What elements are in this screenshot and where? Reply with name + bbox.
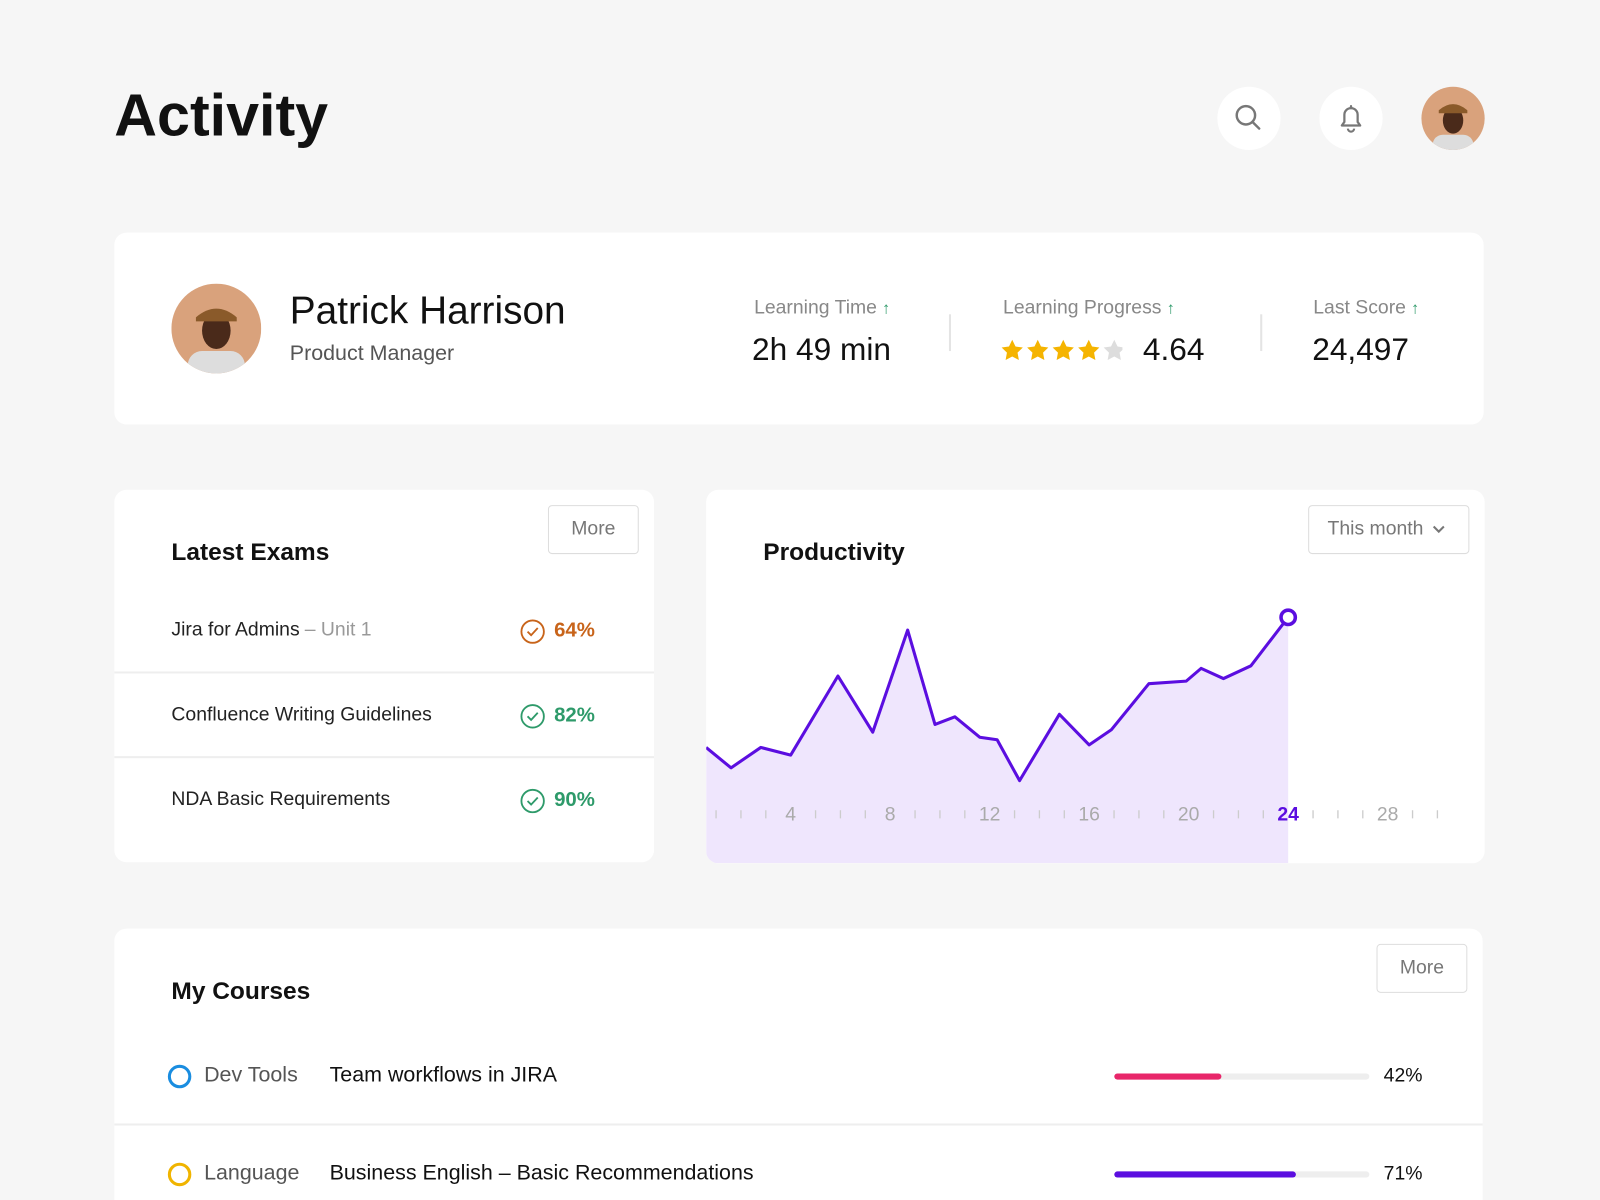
dropdown-label: This month	[1327, 518, 1424, 540]
course-title: Team workflows in JIRA	[329, 1063, 558, 1087]
stat-label: Last Score ↑	[1313, 296, 1420, 319]
exam-title: Confluence Writing Guidelines	[171, 704, 432, 726]
x-tick-label: 20	[1178, 803, 1200, 825]
exam-score: 64%	[554, 619, 595, 642]
separator	[114, 756, 655, 759]
category-dot	[167, 1162, 192, 1187]
category-circle	[167, 1162, 192, 1187]
card-title: Latest Exams	[171, 538, 330, 567]
check-mark	[526, 796, 539, 806]
course-title: Business English – Basic Recommendations	[329, 1161, 754, 1185]
exam-name: Jira for Admins – Unit 1	[171, 619, 371, 641]
category-circle	[167, 1064, 192, 1089]
card-title: Productivity	[763, 538, 905, 567]
exam-title: NDA Basic Requirements	[171, 788, 391, 811]
current-point	[1279, 608, 1298, 627]
progress-track	[1114, 1073, 1370, 1080]
exam-title: Jira for Admins	[171, 619, 300, 641]
x-tick-label: 12	[979, 803, 1001, 825]
profile-role: Product Manager	[289, 341, 455, 366]
check-icon	[520, 619, 545, 644]
profile-card: Patrick Harrison Product Manager Learnin…	[114, 232, 1484, 425]
x-tick-label: 8	[885, 803, 896, 825]
x-tick-label: 4	[785, 803, 796, 825]
exam-name: Confluence Writing Guidelines	[171, 704, 431, 726]
category-dot	[167, 1064, 192, 1089]
x-tick-label: 24	[1277, 803, 1299, 825]
stat-label-text: Learning Progress	[1003, 296, 1162, 319]
exam-name: NDA Basic Requirements	[171, 789, 390, 811]
check-circle	[520, 788, 545, 814]
check-circle	[520, 704, 545, 729]
search-button[interactable]	[1216, 86, 1281, 151]
stat-value: 2h 49 min	[752, 331, 891, 368]
card-title: My Courses	[171, 977, 311, 1006]
check-icon	[520, 704, 545, 729]
exam-score: 82%	[554, 704, 595, 727]
page-title: Activity	[114, 82, 329, 149]
profile-name: Patrick Harrison	[289, 289, 566, 333]
notifications-button[interactable]	[1318, 86, 1383, 151]
x-tick-label: 28	[1377, 803, 1399, 825]
progress-bar	[1114, 1073, 1222, 1080]
more-button[interactable]: More	[547, 505, 639, 555]
check-circle	[520, 619, 545, 644]
profile-avatar	[171, 283, 262, 374]
check-mark	[526, 712, 539, 722]
check-mark	[526, 627, 539, 637]
rating-stars	[1001, 339, 1123, 360]
more-button[interactable]: More	[1376, 943, 1468, 993]
courses-card: My Courses More Dev Tools Team workflows …	[114, 928, 1483, 1200]
stat-label: Learning Progress ↑	[1003, 296, 1175, 319]
stat-value: 24,497	[1312, 331, 1409, 368]
exam-score: 90%	[554, 788, 595, 812]
course-category: Language	[204, 1161, 300, 1185]
stat-value: 4.64	[1142, 331, 1205, 368]
separator	[114, 671, 655, 674]
stat-label-text: Last Score	[1313, 296, 1406, 319]
period-dropdown[interactable]: This month	[1308, 505, 1470, 555]
productivity-card: 4 8 12 16 20 24 28 Productivity This month	[706, 489, 1485, 864]
stat-label-text: Learning Time	[754, 296, 877, 319]
separator	[114, 1123, 1483, 1126]
check-icon	[520, 788, 545, 814]
progress-label: 42%	[1383, 1065, 1423, 1087]
course-category: Dev Tools	[204, 1063, 298, 1087]
exams-card: Latest Exams More Jira for Admins – Unit …	[114, 489, 655, 863]
productivity-chart: 4 8 12 16 20 24 28	[706, 608, 1439, 864]
progress-label: 71%	[1383, 1163, 1423, 1185]
x-tick-label: 16	[1078, 803, 1100, 825]
stat-label: Learning Time ↑	[754, 296, 891, 319]
user-avatar[interactable]	[1420, 86, 1485, 151]
progress-bar	[1114, 1171, 1296, 1178]
line	[706, 616, 1290, 783]
exam-unit: – Unit 1	[304, 619, 372, 641]
